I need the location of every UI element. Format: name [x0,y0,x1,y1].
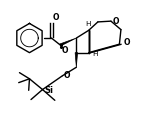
Text: O: O [62,46,68,55]
Text: O: O [53,13,59,22]
Text: O: O [124,38,130,47]
Text: O: O [112,17,119,26]
Polygon shape [60,39,76,47]
Text: Si: Si [44,85,53,94]
Text: H: H [93,51,98,57]
Text: O: O [63,71,70,80]
Text: H: H [85,21,91,27]
Polygon shape [75,53,78,68]
